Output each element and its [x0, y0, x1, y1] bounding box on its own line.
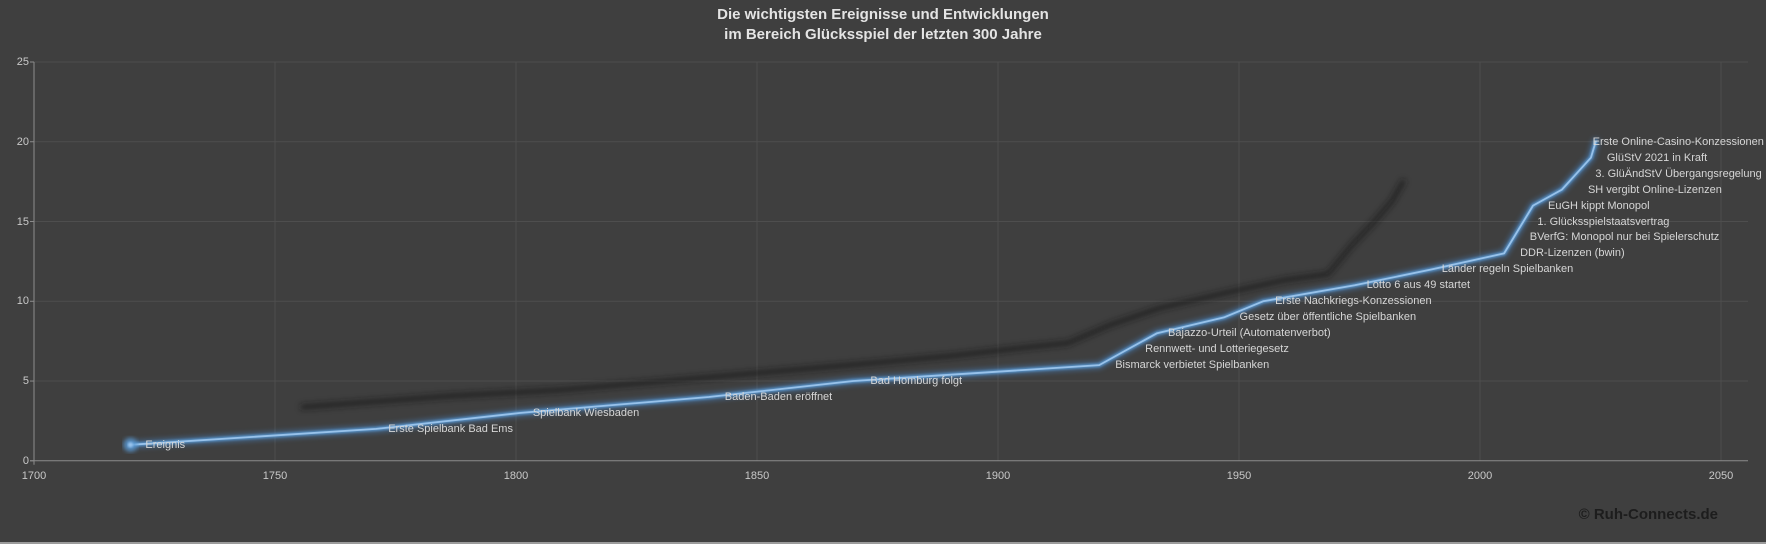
event-label: Länder regeln Spielbanken [1441, 263, 1574, 276]
chart-title: Die wichtigsten Ereignisse und Entwicklu… [0, 5, 1766, 45]
x-axis-tick-label: 1800 [503, 470, 529, 482]
ereignis-series-line [123, 137, 1601, 452]
y-axis-tick-label: 15 [16, 215, 29, 228]
event-label: Baden-Baden eröffnet [724, 390, 833, 403]
x-axis-tick-label: 1700 [21, 470, 47, 482]
event-label: Bismarck verbietet Spielbanken [1115, 359, 1270, 372]
shadow-trend-line [300, 179, 1406, 410]
y-axis-tick-label: 20 [16, 135, 29, 148]
event-label: Ereignis [145, 438, 186, 451]
event-label: Bajazzo-Urteil (Automatenverbot) [1168, 327, 1331, 340]
x-axis-tick-label: 1850 [744, 470, 770, 482]
x-axis-tick-label: 1750 [262, 470, 288, 482]
x-axis-tick-label: 2050 [1708, 470, 1734, 482]
x-axis-tick-label: 2000 [1467, 470, 1493, 482]
x-axis-tick-label: 1900 [985, 470, 1011, 482]
event-label: Erste Nachkriegs-Konzessionen [1275, 295, 1432, 308]
event-label: Gesetz über öffentliche Spielbanken [1239, 311, 1417, 324]
event-label: 1. Glücksspielstaatsvertrag [1537, 215, 1670, 228]
event-label: 3. GlüÄndStV Übergangsregelung [1595, 167, 1762, 180]
event-label: Spielbank Wiesbaden [532, 406, 640, 419]
event-label: Lotto 6 aus 49 startet [1366, 279, 1471, 292]
event-label: EuGH kippt Monopol [1548, 199, 1650, 212]
copyright-watermark: © Ruh-Connects.de [1578, 506, 1718, 523]
y-axis-tick-label: 10 [16, 295, 29, 308]
y-axis-tick-label: 0 [22, 454, 29, 467]
y-axis-tick-label: 5 [22, 375, 29, 388]
event-label: BVerfG: Monopol nur bei Spielerschutz [1529, 231, 1720, 244]
series-start-point-core [127, 442, 133, 448]
bottom-edge-strip [0, 542, 1766, 544]
shadow-trend-path [300, 179, 1406, 410]
event-label: GlüStV 2021 in Kraft [1606, 151, 1708, 164]
event-label: DDR-Lizenzen (bwin) [1520, 247, 1625, 260]
chart-title-line1: Die wichtigsten Ereignisse und Entwicklu… [717, 6, 1049, 23]
event-label: Rennwett- und Lotteriegesetz [1145, 343, 1289, 356]
x-axis-tick-label: 1950 [1226, 470, 1252, 482]
event-label: Erste Online-Casino-Konzessionen [1592, 135, 1764, 148]
series-line-core [129, 140, 1597, 446]
event-label: Erste Spielbank Bad Ems [388, 422, 513, 435]
event-label: SH vergibt Online-Lizenzen [1587, 183, 1722, 196]
chart-title-line2: im Bereich Glücksspiel der letzten 300 J… [724, 26, 1042, 43]
event-label: Bad Homburg folgt [870, 375, 963, 388]
axes [30, 61, 1748, 465]
y-axis-tick-label: 25 [16, 56, 29, 68]
